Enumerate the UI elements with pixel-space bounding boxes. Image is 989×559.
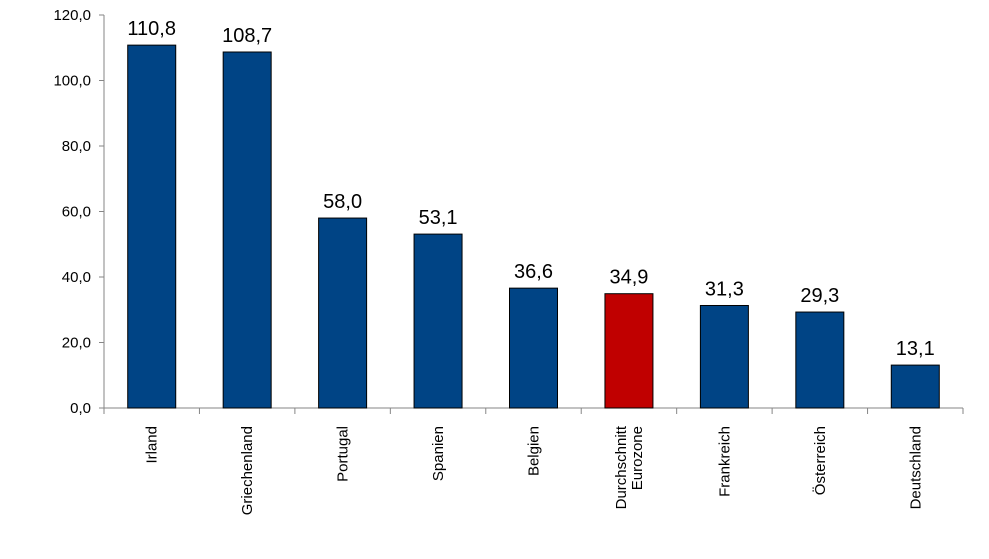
category-labels: Irland Griechenland Portugal Spanien Belgien…	[144, 425, 925, 515]
data-label: 31,3	[705, 278, 744, 300]
category-label: Irland	[144, 426, 161, 464]
category-label: Frankreich	[716, 426, 733, 497]
bar	[699, 304, 749, 409]
category-label: Eurozone	[629, 426, 646, 490]
data-labels: 110,8 108,7 58,0 53,1 36,6 34,9 31,3 29,3 13,1	[127, 18, 934, 360]
bar	[509, 287, 558, 409]
y-tick-label: 80,0	[62, 138, 91, 155]
bar	[413, 233, 463, 409]
y-tick-label: 0,0	[70, 400, 91, 417]
data-label: 36,6	[514, 261, 553, 283]
data-label: 34,9	[609, 267, 648, 289]
x-axis	[103, 407, 964, 414]
data-label: 108,7	[222, 25, 272, 47]
bar	[222, 51, 272, 409]
bars	[127, 44, 940, 409]
data-label: 29,3	[800, 285, 839, 307]
bar	[890, 364, 940, 409]
bar	[318, 217, 368, 409]
data-label: 110,8	[127, 18, 176, 40]
category-label: Österreich	[811, 426, 829, 495]
category-label: Spanien	[430, 426, 447, 481]
y-tick-label: 60,0	[62, 204, 91, 221]
category-label: Durchschnitt	[613, 425, 630, 509]
bar	[127, 44, 177, 409]
y-tick-label: 20,0	[62, 335, 91, 352]
category-label: Portugal	[335, 426, 352, 482]
category-label: Deutschland	[907, 426, 924, 509]
y-tick-label: 120,0	[53, 7, 91, 24]
y-tick-label: 40,0	[62, 269, 91, 286]
y-axis: 0,0 20,0 40,0 60,0 80,0 100,0 120,0	[53, 7, 105, 417]
data-label: 13,1	[896, 338, 935, 360]
data-label: 58,0	[323, 191, 362, 213]
category-label: Griechenland	[239, 426, 256, 515]
data-label: 53,1	[419, 207, 458, 229]
category-label: Belgien	[526, 426, 543, 476]
bar	[604, 293, 654, 409]
y-tick-label: 100,0	[53, 73, 91, 90]
bar	[795, 311, 845, 409]
